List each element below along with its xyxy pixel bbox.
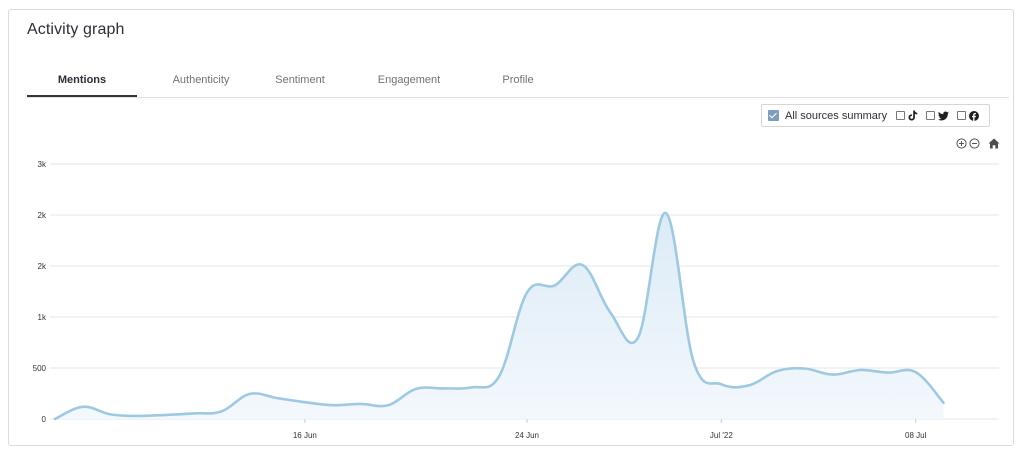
y-tick-label: 2k xyxy=(38,211,47,220)
data-point[interactable] xyxy=(635,334,641,340)
data-point[interactable] xyxy=(580,262,586,268)
facebook-checkbox[interactable] xyxy=(957,111,967,120)
tab-bar: Mentions Authenticity Sentiment Engageme… xyxy=(27,70,1009,98)
data-point[interactable] xyxy=(135,413,141,419)
all-sources-checkbox[interactable] xyxy=(768,110,779,121)
data-point[interactable] xyxy=(191,410,197,416)
data-point[interactable] xyxy=(302,399,308,405)
data-point[interactable] xyxy=(857,367,863,373)
data-point[interactable] xyxy=(80,404,86,410)
data-point[interactable] xyxy=(746,382,752,388)
y-tick-label: 2k xyxy=(38,262,47,271)
y-tick-label: 1k xyxy=(38,313,47,322)
data-point[interactable] xyxy=(524,290,530,296)
data-point[interactable] xyxy=(108,411,114,417)
tiktok-checkbox[interactable] xyxy=(896,111,906,120)
x-tick-label: 24 Jun xyxy=(515,431,539,440)
tab-sentiment[interactable]: Sentiment xyxy=(275,74,325,86)
source-legend: All sources summary xyxy=(761,104,990,127)
data-point[interactable] xyxy=(357,401,363,407)
tab-engagement[interactable]: Engagement xyxy=(377,74,441,86)
x-tick-label: 16 Jun xyxy=(293,431,317,440)
data-point[interactable] xyxy=(718,381,724,387)
tab-mentions[interactable]: Mentions xyxy=(27,70,137,97)
data-point[interactable] xyxy=(829,372,835,378)
home-icon[interactable] xyxy=(988,138,1000,149)
data-point[interactable] xyxy=(468,384,474,390)
widget-title: Activity graph xyxy=(27,21,125,38)
tab-profile[interactable]: Profile xyxy=(502,74,534,86)
data-point[interactable] xyxy=(663,210,669,216)
data-point[interactable] xyxy=(246,391,252,397)
y-tick-label: 0 xyxy=(42,415,47,424)
data-point[interactable] xyxy=(330,402,336,408)
all-sources-label[interactable]: All sources summary xyxy=(785,109,888,122)
y-tick-label: 500 xyxy=(33,364,47,373)
zoom-in-icon[interactable] xyxy=(956,138,967,149)
data-point[interactable] xyxy=(163,412,169,418)
data-point[interactable] xyxy=(413,386,419,392)
tiktok-icon xyxy=(908,110,918,121)
y-tick-label: 3k xyxy=(38,160,47,169)
data-point[interactable] xyxy=(940,400,946,406)
data-point[interactable] xyxy=(441,385,447,391)
data-point[interactable] xyxy=(691,359,697,365)
data-point[interactable] xyxy=(607,309,613,315)
twitter-icon xyxy=(938,111,949,121)
data-point[interactable] xyxy=(385,402,391,408)
x-tick-label: Jul '22 xyxy=(710,431,733,440)
data-point[interactable] xyxy=(913,369,919,375)
zoom-out-icon[interactable] xyxy=(969,138,980,149)
data-point[interactable] xyxy=(774,368,780,374)
twitter-checkbox[interactable] xyxy=(926,111,936,120)
data-point[interactable] xyxy=(802,366,808,372)
data-point[interactable] xyxy=(219,408,225,414)
tab-authenticity[interactable]: Authenticity xyxy=(172,74,230,86)
series-line xyxy=(53,211,945,421)
data-point[interactable] xyxy=(52,416,58,422)
x-tick-label: 08 Jul xyxy=(905,431,927,440)
data-point[interactable] xyxy=(885,370,891,376)
data-point[interactable] xyxy=(274,395,280,401)
facebook-icon xyxy=(969,110,980,121)
series-area xyxy=(55,212,944,419)
data-point[interactable] xyxy=(496,373,502,379)
data-point[interactable] xyxy=(552,282,558,288)
